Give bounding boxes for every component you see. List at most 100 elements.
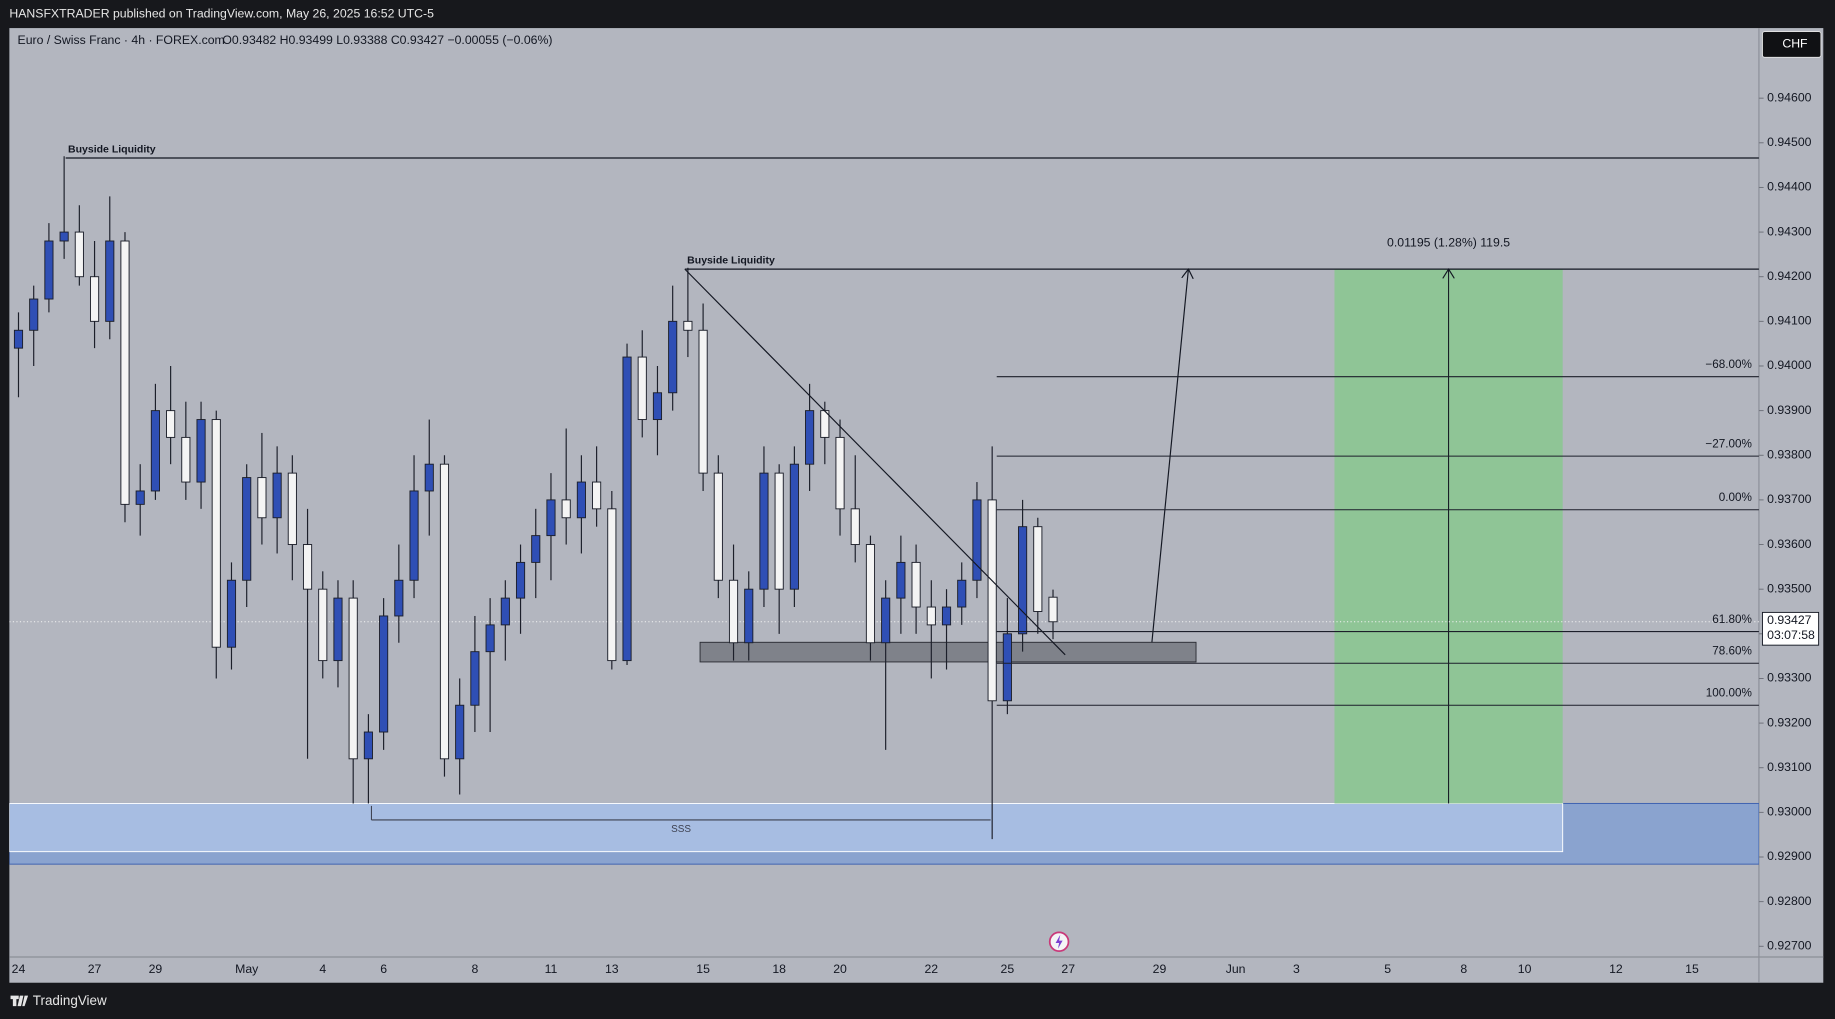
candle-body (439, 463, 450, 760)
alert-bolt[interactable] (1055, 934, 1063, 949)
y-tick-label: 0.94300 (1767, 224, 1812, 238)
last-price-label: 0.93427 (1767, 613, 1812, 627)
alert-icon[interactable] (1048, 931, 1070, 953)
candle-body (531, 535, 541, 563)
candle-body (987, 499, 997, 702)
y-tick-label: 0.93500 (1767, 581, 1812, 595)
x-tick-label: May (235, 962, 259, 976)
currency-button[interactable] (1761, 31, 1822, 58)
y-tick-label: 0.93300 (1767, 671, 1812, 685)
candle-body (333, 597, 343, 662)
y-tick-label: 0.93100 (1767, 760, 1812, 774)
y-tick-label: 0.92800 (1767, 894, 1812, 908)
x-tick-label: 24 (12, 962, 26, 976)
x-tick-label: 6 (380, 962, 387, 976)
candle-body (698, 329, 708, 474)
candle-body (759, 472, 769, 590)
x-tick-label: 22 (924, 962, 938, 976)
candle-body (272, 472, 282, 519)
candle-body (89, 276, 100, 322)
fib-label: 0.00% (1719, 491, 1752, 504)
candle-body (926, 606, 936, 626)
candle-body (957, 579, 967, 608)
candle-body (455, 704, 465, 760)
ohlc-legend: O0.93482 H0.93499 L0.93388 C0.93427 −0.0… (222, 33, 552, 47)
candle-body (1033, 526, 1043, 612)
x-tick-label: 10 (1518, 962, 1532, 976)
x-tick-label: 13 (605, 962, 619, 976)
candle-body (911, 561, 921, 608)
candle-body (865, 544, 876, 644)
candle-body (44, 240, 54, 300)
plot-area: 0.01195 (1.28%) 119.5 Buyside Liquidity Bu… (9, 144, 1759, 865)
currency-label[interactable]: CHF (1782, 37, 1807, 51)
candle-body (394, 579, 404, 617)
target-label: 0.01195 (1.28%) 119.5 (1387, 236, 1510, 250)
candle-body (652, 392, 663, 421)
candle-body (728, 579, 739, 644)
sellside-label: SSS (671, 824, 691, 835)
x-tick-label: 18 (772, 962, 786, 976)
candle-body (379, 615, 389, 733)
candle-body (713, 472, 723, 581)
fib-label: −68.00% (1705, 358, 1751, 371)
candle-body (226, 579, 237, 648)
y-tick-label: 0.92900 (1767, 849, 1812, 863)
candle-body (485, 624, 495, 653)
y-tick-label: 0.92700 (1767, 939, 1812, 953)
y-tick-label: 0.94400 (1767, 180, 1812, 194)
x-tick-label: 12 (1609, 962, 1623, 976)
candle-body (120, 240, 130, 505)
y-tick-label: 0.93000 (1767, 805, 1812, 819)
fib-label: 100.00% (1706, 687, 1752, 700)
tradingview-logo: TradingView (10, 993, 107, 1008)
x-tick-label: 11 (545, 962, 558, 976)
brand: TradingView (33, 993, 107, 1008)
candle-body (850, 508, 860, 546)
candle-body (1018, 526, 1028, 635)
liquidity-label: Buyside Liquidity (68, 144, 156, 156)
y-tick-label: 0.94600 (1767, 90, 1812, 104)
candle-body (881, 597, 891, 644)
candle-body (287, 472, 297, 546)
y-tick-label: 0.94200 (1767, 269, 1812, 283)
candle-body (789, 463, 799, 590)
candle-body (500, 597, 510, 626)
y-tick-label: 0.93600 (1767, 537, 1812, 551)
liquidity-label: Buyside Liquidity (687, 255, 775, 267)
candle-body (59, 231, 69, 242)
y-tick-label: 0.93900 (1767, 403, 1812, 417)
candle-body (1002, 633, 1012, 702)
inner-zone (9, 802, 1564, 853)
candle-body (561, 499, 571, 519)
candle-body (805, 410, 815, 465)
candle-body (29, 298, 39, 331)
y-tick-label: 0.93200 (1767, 715, 1812, 729)
symbol-title: Euro / Swiss Franc · 4h · FOREX.com (18, 33, 225, 47)
demand-zone (699, 641, 1197, 663)
publisher-note: HANSFXTRADER published on TradingView.co… (9, 6, 434, 20)
candle-body (683, 320, 693, 331)
candle-body (941, 606, 952, 626)
candle-body (515, 561, 526, 599)
candle-body (196, 419, 206, 483)
candle-body (242, 477, 252, 581)
fib-label: −27.00% (1705, 438, 1751, 451)
candle-body (607, 508, 617, 662)
candle-body (1048, 596, 1058, 623)
candle-body (181, 436, 191, 483)
candle-body (74, 231, 84, 278)
candle-body (13, 329, 24, 349)
x-tick-label: 27 (88, 962, 102, 976)
candle-body (348, 597, 358, 760)
candle-body (166, 410, 176, 438)
candle-body (896, 561, 906, 599)
candle-body (835, 436, 845, 510)
x-tick-label: 3 (1293, 962, 1300, 976)
x-tick-label: 15 (696, 962, 710, 976)
logo-mark (10, 995, 29, 1007)
candle-body (470, 651, 480, 706)
candle-body (622, 356, 632, 662)
